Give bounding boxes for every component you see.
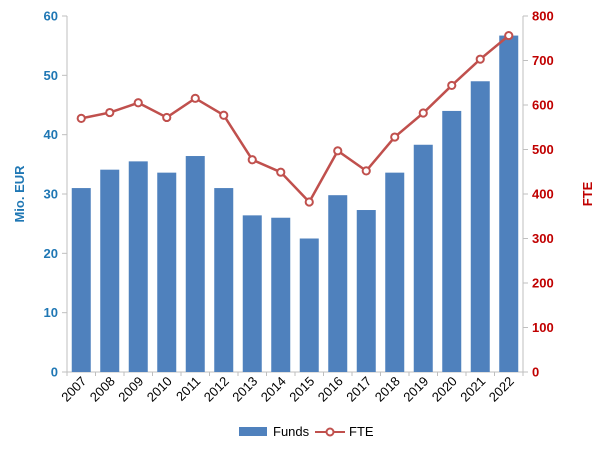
fte-point (247, 155, 257, 165)
x-tick-label: 2008 (87, 374, 118, 405)
legend-funds-swatch (239, 427, 267, 436)
left-tick-label: 30 (44, 187, 58, 202)
fte-point (447, 80, 457, 91)
funds-bar (499, 35, 519, 373)
funds-bar (128, 161, 148, 372)
x-tick-label: 2016 (315, 374, 346, 405)
x-tick-label: 2013 (229, 374, 260, 405)
funds-bar (100, 169, 120, 372)
right-tick-label: 600 (532, 98, 554, 113)
x-tick-label: 2017 (343, 374, 374, 405)
right-tick-label: 300 (532, 231, 554, 246)
fte-point (133, 98, 143, 108)
x-tick-label: 2021 (457, 374, 488, 405)
funds-bar (385, 172, 405, 372)
fte-point (504, 30, 514, 41)
funds-bar (185, 156, 205, 372)
fte-point (304, 197, 314, 207)
fte-point (475, 54, 485, 64)
legend-funds-label: Funds (273, 424, 310, 439)
left-tick-label: 50 (44, 68, 58, 83)
legend-fte-label: FTE (349, 424, 374, 439)
left-axis-title: Mio. EUR (12, 165, 27, 223)
funds-bar (413, 144, 433, 372)
funds-bar (299, 238, 319, 372)
x-tick-label: 2012 (201, 374, 232, 405)
right-axis-ticks: 0 100 200 300 400 500 600 700 800 (523, 9, 554, 380)
x-tick-label: 2014 (258, 374, 289, 405)
right-tick-label: 700 (532, 53, 554, 68)
fte-point (76, 113, 86, 123)
x-tick-label: 2011 (173, 374, 203, 404)
x-tick-label: 2022 (486, 374, 517, 405)
left-tick-label: 40 (44, 127, 58, 142)
legend: Funds FTE (239, 424, 374, 439)
funds-bar (271, 217, 291, 372)
left-tick-label: 0 (51, 365, 58, 380)
fte-line (76, 30, 514, 207)
fte-point (219, 110, 229, 120)
fte-point (418, 108, 428, 118)
x-axis-ticks: 2007200820092010201120122013201420152016… (58, 372, 524, 405)
funds-bar (242, 215, 262, 372)
left-tick-label: 20 (44, 246, 58, 261)
right-tick-label: 200 (532, 276, 554, 291)
fte-point (390, 132, 400, 142)
fte-point (162, 112, 172, 123)
x-tick-label: 2010 (144, 374, 175, 405)
funds-bar (71, 188, 91, 372)
funds-bar (214, 188, 234, 372)
fte-line-path (81, 34, 510, 205)
right-tick-label: 100 (532, 320, 554, 335)
x-tick-label: 2015 (286, 374, 317, 405)
funds-bar (157, 172, 177, 372)
left-axis-ticks: 0 10 20 30 40 50 60 (44, 9, 67, 380)
legend-fte-marker (325, 427, 335, 437)
fte-point (105, 107, 115, 118)
right-axis-title: FTE (580, 181, 595, 206)
right-tick-label: 800 (532, 9, 554, 24)
funds-bars (71, 35, 519, 373)
x-tick-label: 2018 (372, 374, 403, 405)
right-tick-label: 400 (532, 187, 554, 202)
funds-bar (442, 110, 462, 372)
right-tick-label: 0 (532, 365, 539, 380)
funds-bar (470, 81, 490, 373)
fte-point (333, 146, 343, 156)
x-tick-label: 2019 (400, 374, 431, 405)
fte-point (361, 166, 371, 176)
left-tick-label: 10 (44, 305, 58, 320)
x-tick-label: 2009 (115, 374, 146, 405)
x-tick-label: 2007 (58, 374, 89, 405)
x-tick-label: 2020 (429, 374, 460, 405)
funds-bar (328, 195, 348, 372)
left-tick-label: 60 (44, 9, 58, 24)
funds-bar (356, 210, 376, 372)
fte-point (190, 93, 200, 103)
fte-point (276, 167, 286, 177)
right-tick-label: 500 (532, 142, 554, 157)
